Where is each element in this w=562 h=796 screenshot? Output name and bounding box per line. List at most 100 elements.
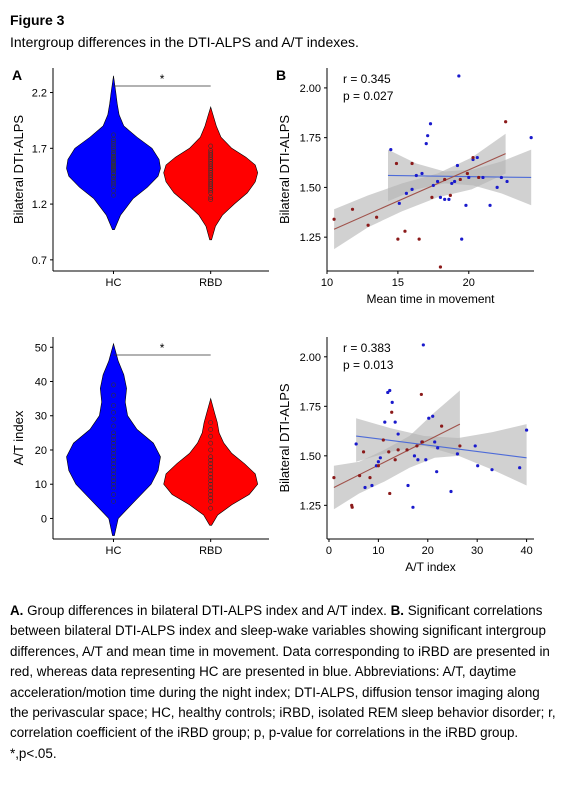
data-point-rbd [208, 457, 214, 463]
data-point-rbd [208, 197, 214, 203]
data-point-rbd [387, 450, 391, 454]
data-point-hc [416, 458, 420, 462]
data-point-hc [431, 414, 435, 418]
panel-label-b: B [276, 67, 287, 83]
data-point-hc [453, 179, 457, 184]
y-axis-title: Bilateral DTI-ALPS [11, 115, 26, 224]
data-point-rbd [396, 237, 400, 241]
x-tick-label: 30 [471, 545, 483, 557]
data-point-hc [433, 440, 437, 444]
x-tick-label: 0 [326, 545, 332, 557]
data-point-hc [436, 446, 440, 450]
data-point-rbd [381, 438, 385, 442]
data-point-rbd [419, 392, 423, 397]
data-point-rbd [388, 491, 392, 496]
data-point-rbd [465, 171, 469, 176]
data-point-hc [111, 444, 116, 449]
data-point-hc [473, 444, 477, 448]
data-point-hc [111, 409, 116, 415]
data-point-rbd [368, 476, 372, 480]
data-point-hc [111, 177, 116, 182]
data-point-hc [111, 478, 116, 484]
data-point-hc [111, 471, 116, 477]
y-axis-title: Bilateral DTI-ALPS [277, 383, 292, 492]
y-tick-label: 2.00 [300, 352, 321, 364]
data-point-rbd [458, 444, 462, 448]
data-point-hc [490, 468, 494, 472]
data-point-hc [518, 466, 522, 470]
correlation-r: r = 0.345 [343, 72, 391, 86]
x-tick-label: RBD [199, 277, 222, 289]
data-point-rbd [430, 195, 434, 199]
data-point-rbd [366, 223, 370, 227]
data-point-rbd [375, 215, 379, 219]
data-point-hc [420, 171, 424, 176]
data-point-rbd [208, 461, 214, 467]
data-point-rbd [208, 485, 214, 491]
data-point-hc [363, 485, 367, 490]
data-point-hc [397, 201, 401, 205]
x-axis-title: A/T index [405, 560, 455, 574]
data-point-hc [449, 489, 453, 494]
data-point-hc [388, 388, 392, 393]
data-point-hc [111, 454, 116, 460]
data-point-hc [426, 134, 430, 138]
data-point-hc [111, 433, 116, 439]
correlation-r: r = 0.383 [343, 341, 391, 355]
y-tick-label: 1.75 [300, 401, 321, 413]
y-tick-label: 1.75 [300, 133, 321, 145]
data-point-rbd [208, 495, 214, 501]
data-point-hc [438, 195, 443, 199]
data-point-rbd [405, 448, 409, 452]
y-tick-label: 1.25 [300, 232, 321, 244]
data-point-hc [435, 179, 440, 184]
fit-line-hc [387, 174, 532, 179]
data-point-rbd [458, 177, 462, 182]
violin-rbd [163, 105, 259, 241]
data-point-hc [414, 173, 418, 178]
data-point-hc [464, 203, 468, 207]
data-point-rbd [438, 265, 443, 269]
y-axis-title: A/T index [11, 410, 26, 465]
data-point-hc [424, 142, 428, 146]
figure-canvas: 0.7 1.2 1.7 2.2 Bilateral DTI-ALPS HC RBD * 0 10 2… [11, 68, 534, 574]
data-point-hc [524, 428, 529, 432]
y-tick-label: 0 [41, 513, 47, 525]
data-point-hc [111, 461, 116, 467]
data-point-rbd [350, 505, 354, 509]
y-tick-label: 1.2 [32, 199, 47, 211]
data-point-hc [111, 451, 116, 456]
caption-b-text: Significant correlations between bilater… [10, 603, 556, 761]
data-point-rbd [208, 468, 214, 473]
data-point-hc [455, 452, 460, 456]
data-point-hc [111, 468, 116, 473]
violin-hc [66, 342, 161, 536]
figure-title: Figure 3 [10, 12, 65, 28]
y-tick-label: 2.2 [32, 88, 47, 100]
data-point-hc [499, 175, 503, 180]
data-point-hc [431, 183, 435, 188]
panel-label-a: A [12, 67, 23, 83]
data-point-hc [376, 460, 380, 464]
caption-a-label: A. [10, 603, 24, 618]
data-point-rbd [208, 478, 214, 484]
data-point-rbd [208, 481, 214, 487]
data-point-rbd [440, 424, 444, 428]
data-point-hc [354, 442, 358, 446]
data-point-hc [406, 483, 410, 488]
y-tick-label: 1.50 [300, 182, 321, 194]
data-point-rbd [504, 120, 508, 124]
data-point-hc [386, 390, 390, 395]
y-tick-label: 30 [35, 411, 47, 423]
data-point-hc [111, 474, 116, 480]
data-point-rbd [410, 161, 414, 166]
x-tick-label: HC [106, 545, 122, 557]
data-point-hc [424, 458, 428, 462]
data-point-hc [378, 456, 382, 460]
y-tick-label: 1.50 [300, 451, 321, 463]
data-point-rbd [208, 474, 214, 480]
data-point-hc [111, 416, 116, 422]
data-point-hc [111, 464, 116, 470]
data-point-hc [111, 492, 116, 497]
data-point-hc [396, 432, 400, 436]
